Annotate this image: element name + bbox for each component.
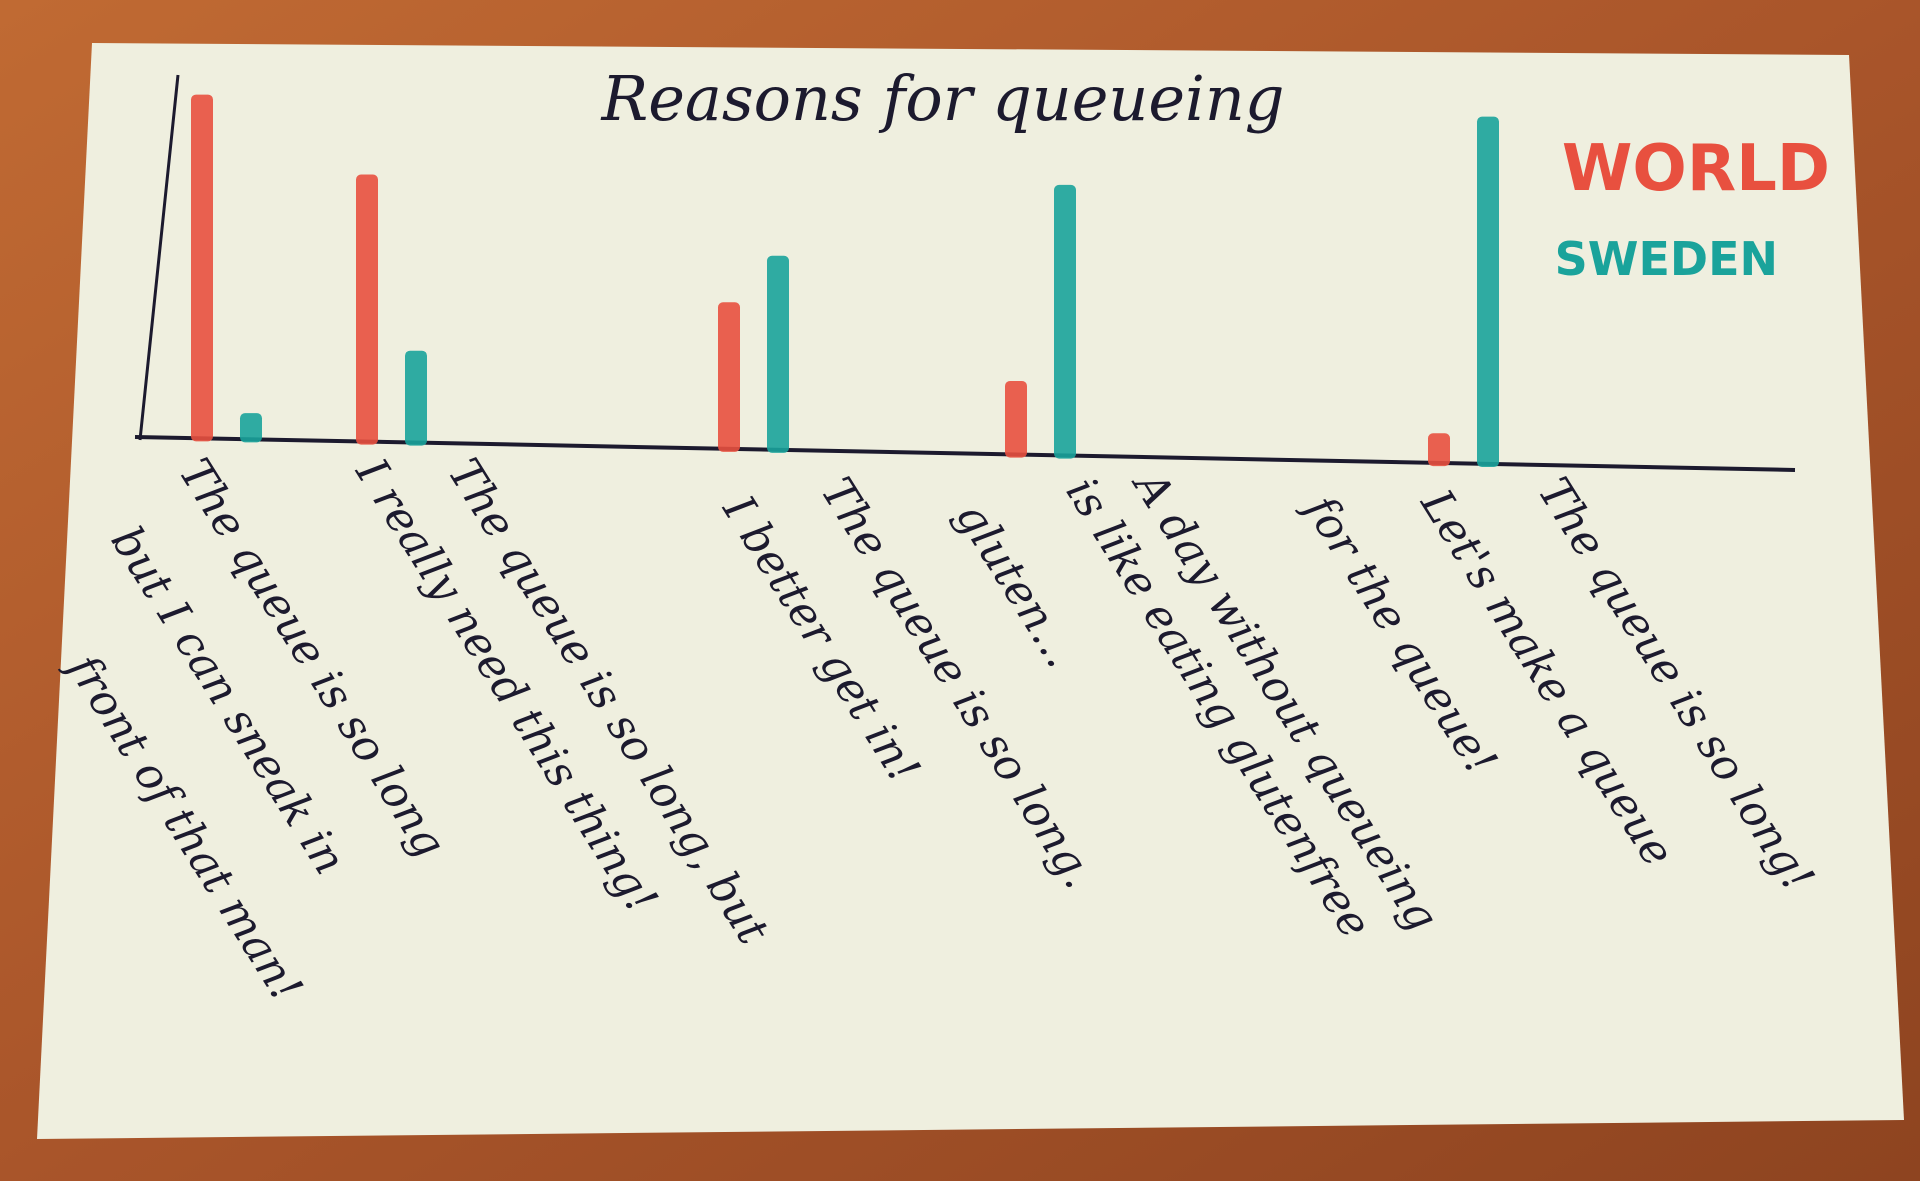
bar xyxy=(1477,116,1499,468)
bar xyxy=(767,255,789,453)
chart-title: Reasons for queueing xyxy=(601,62,1285,135)
paper xyxy=(37,43,1904,1139)
bar xyxy=(191,94,213,442)
bar xyxy=(1428,433,1450,467)
bar xyxy=(1005,380,1027,458)
legend-label: SWEDEN xyxy=(1555,232,1778,286)
bar xyxy=(240,413,262,443)
bar xyxy=(405,350,427,446)
bar xyxy=(1054,184,1076,459)
y-axis xyxy=(138,74,180,441)
bar xyxy=(718,302,740,452)
legend-label: WORLD xyxy=(1562,132,1830,206)
bar xyxy=(356,174,378,445)
